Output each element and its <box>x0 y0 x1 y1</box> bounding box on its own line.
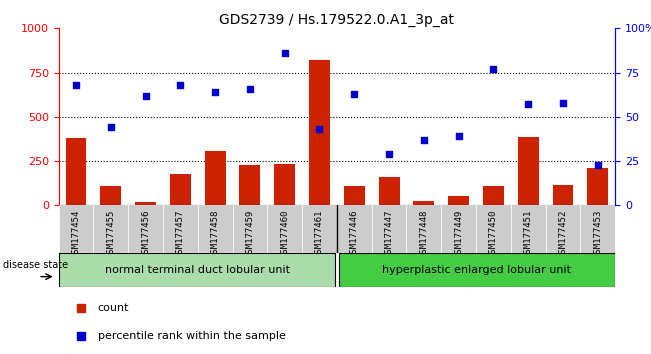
Point <box>488 66 499 72</box>
Text: GSM177450: GSM177450 <box>489 209 498 257</box>
Bar <box>581 205 615 253</box>
Point <box>141 93 151 98</box>
Bar <box>59 253 335 287</box>
Bar <box>93 205 128 253</box>
Bar <box>302 205 337 253</box>
Point <box>523 102 533 107</box>
Bar <box>344 186 365 205</box>
Bar <box>240 165 260 205</box>
Bar <box>309 60 330 205</box>
Bar <box>204 152 225 205</box>
Bar <box>448 195 469 205</box>
Text: count: count <box>98 303 129 313</box>
Text: GSM177459: GSM177459 <box>245 209 255 257</box>
Point <box>454 133 464 139</box>
Text: GSM177458: GSM177458 <box>211 209 219 257</box>
Bar <box>170 175 191 205</box>
Text: GSM177461: GSM177461 <box>315 209 324 257</box>
Text: GSM177455: GSM177455 <box>106 209 115 257</box>
Point <box>314 126 325 132</box>
Point <box>245 86 255 91</box>
Bar <box>100 186 121 205</box>
Text: GSM177448: GSM177448 <box>419 209 428 257</box>
Bar <box>274 164 295 205</box>
Bar <box>198 205 232 253</box>
Point <box>349 91 359 97</box>
Bar <box>511 205 546 253</box>
Bar <box>232 205 268 253</box>
Bar <box>372 205 406 253</box>
Bar <box>135 202 156 205</box>
Text: GSM177460: GSM177460 <box>280 209 289 257</box>
Bar <box>379 177 400 205</box>
Text: hyperplastic enlarged lobular unit: hyperplastic enlarged lobular unit <box>381 265 570 275</box>
Bar <box>59 205 93 253</box>
Bar <box>406 205 441 253</box>
Text: disease state: disease state <box>3 260 68 270</box>
Bar <box>483 186 504 205</box>
Point <box>175 82 186 88</box>
Point <box>384 151 395 157</box>
Bar <box>553 185 574 205</box>
Bar <box>413 201 434 205</box>
Point <box>71 82 81 88</box>
Bar <box>441 205 476 253</box>
Text: GSM177453: GSM177453 <box>593 209 602 257</box>
Bar <box>518 137 538 205</box>
Point <box>558 100 568 105</box>
Bar <box>476 205 511 253</box>
Bar <box>66 138 87 205</box>
Point <box>105 125 116 130</box>
Point <box>279 50 290 56</box>
Text: GSM177454: GSM177454 <box>72 209 81 257</box>
Text: GSM177447: GSM177447 <box>385 209 394 257</box>
Text: GSM177452: GSM177452 <box>559 209 568 257</box>
Text: GSM177456: GSM177456 <box>141 209 150 257</box>
Bar <box>163 205 198 253</box>
Point <box>592 162 603 167</box>
Text: GSM177451: GSM177451 <box>523 209 533 257</box>
Point <box>210 89 220 95</box>
Title: GDS2739 / Hs.179522.0.A1_3p_at: GDS2739 / Hs.179522.0.A1_3p_at <box>219 13 454 27</box>
Point <box>419 137 429 143</box>
Text: GSM177446: GSM177446 <box>350 209 359 257</box>
Bar <box>268 205 302 253</box>
Text: GSM177457: GSM177457 <box>176 209 185 257</box>
Bar <box>339 253 615 287</box>
Text: normal terminal duct lobular unit: normal terminal duct lobular unit <box>105 265 290 275</box>
Bar <box>337 205 372 253</box>
Text: percentile rank within the sample: percentile rank within the sample <box>98 331 285 341</box>
Text: GSM177449: GSM177449 <box>454 209 463 257</box>
Bar <box>128 205 163 253</box>
Bar <box>546 205 581 253</box>
Bar <box>587 168 608 205</box>
